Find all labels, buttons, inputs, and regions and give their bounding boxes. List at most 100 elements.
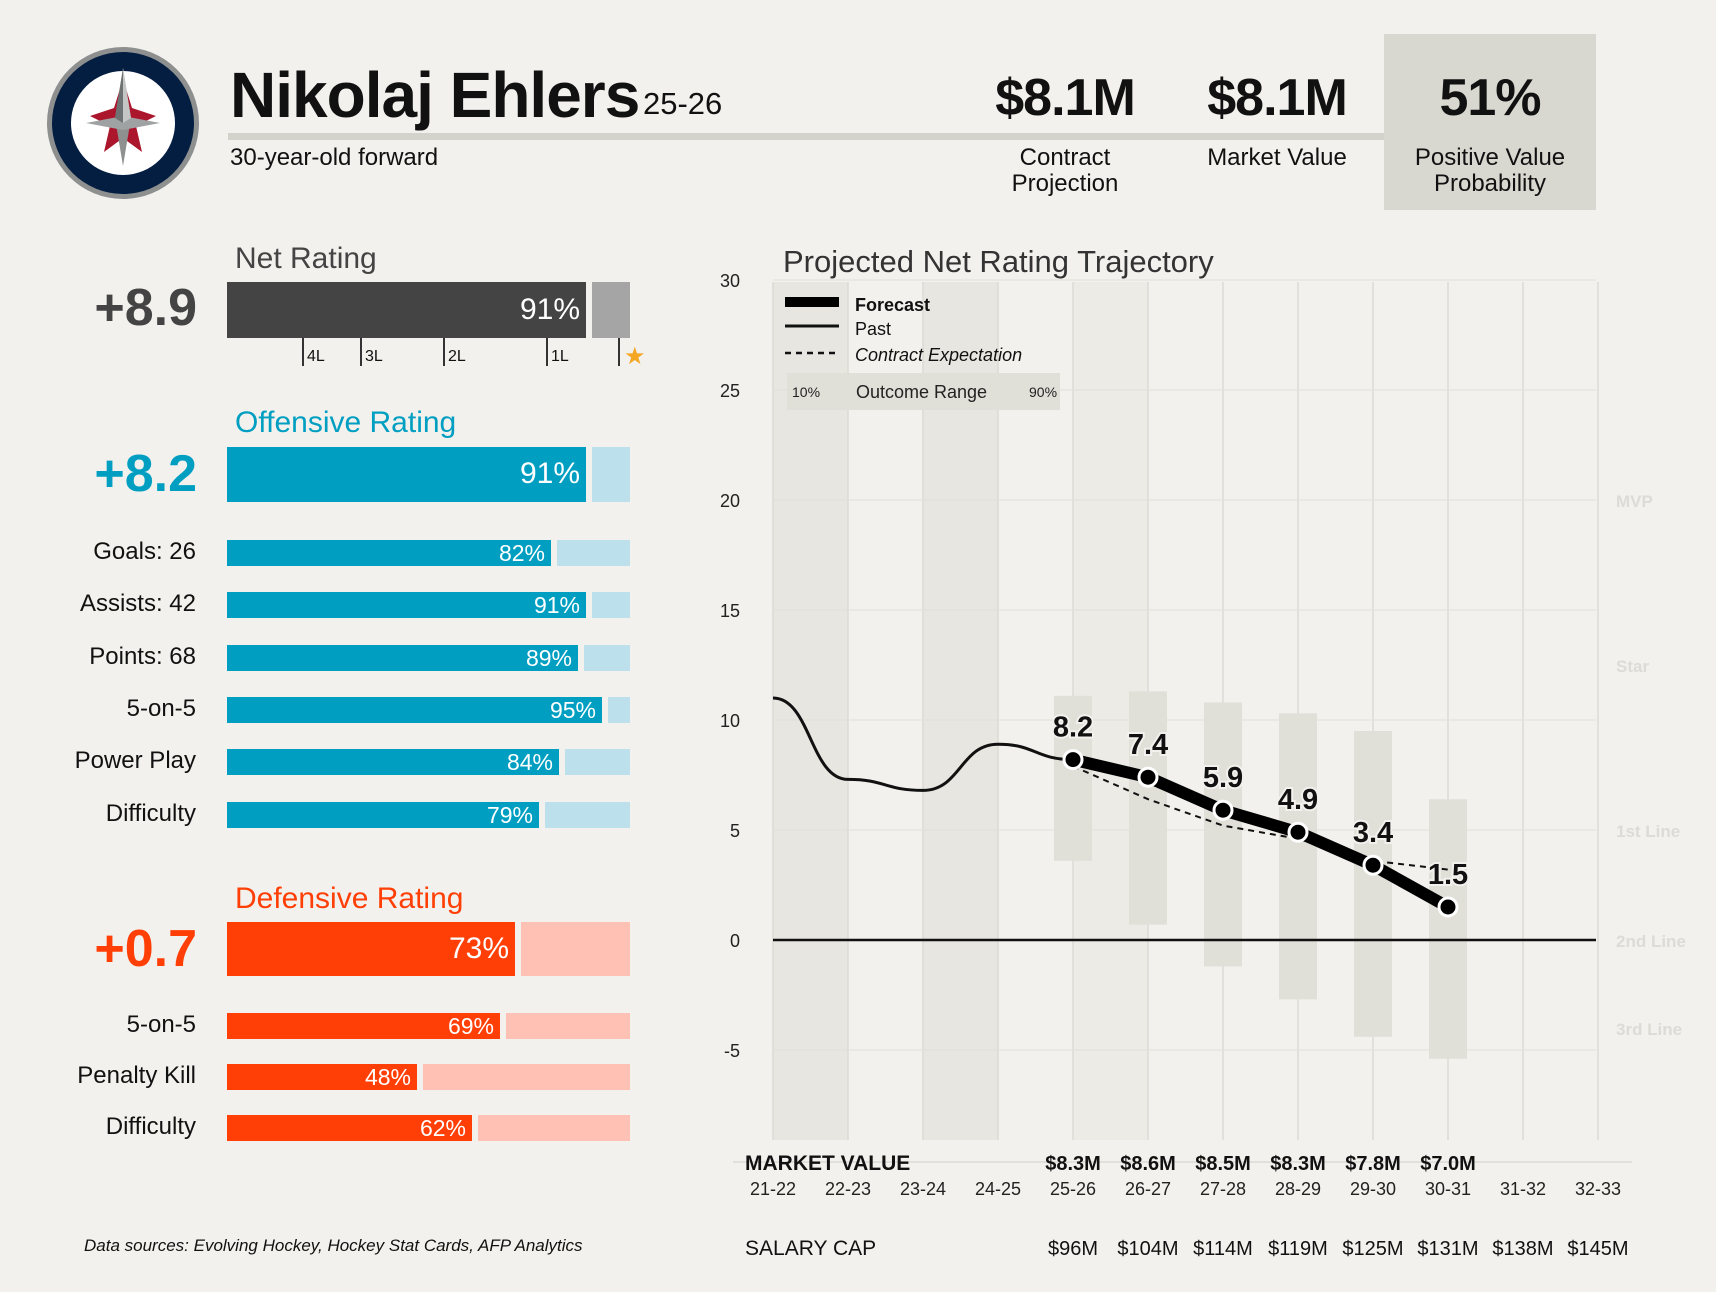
offensive-rating-bar: 91%: [227, 447, 630, 502]
defense-row-bar-percent: 69%: [447, 1013, 494, 1039]
x-tick-label: 31-32: [1500, 1179, 1546, 1199]
net-rating-bar-fill: [227, 282, 586, 338]
offense-row-bar-fill: [227, 592, 586, 618]
forecast-point-label: 4.9: [1278, 784, 1318, 816]
tier-label-2l: 2L: [448, 348, 466, 365]
contract-projection-value: $8.1M: [995, 69, 1136, 127]
offense-row-bar: 91%: [227, 592, 630, 618]
season-label: 25-26: [643, 86, 723, 121]
offense-row-bar-percent: 89%: [525, 645, 572, 671]
y-tick-label: 15: [720, 601, 740, 621]
x-tick-label: 32-33: [1575, 1179, 1621, 1199]
y-tick-label: 20: [720, 491, 740, 511]
outcome-range-bar: [1354, 731, 1392, 1037]
offensive-rating-bar-track: [592, 447, 630, 502]
defense-row-bar-fill: [227, 1013, 500, 1039]
offense-row-bar-track: [584, 645, 630, 671]
salary-cap-cell: $96M: [1048, 1238, 1098, 1260]
past-band: [773, 282, 848, 1140]
forecast-point: [1287, 821, 1309, 843]
contract-projection-label: Contract Projection: [1011, 144, 1119, 197]
tier-label: 3rd Line: [1616, 1020, 1682, 1039]
salary-cap-cell: $104M: [1117, 1238, 1178, 1260]
offense-row-bar: 89%: [227, 645, 630, 671]
forecast-point-label: 5.9: [1203, 762, 1243, 794]
x-tick-label: 21-22: [750, 1179, 796, 1199]
outcome-range-bar: [1054, 695, 1092, 861]
tier-label-3l: 3L: [365, 348, 383, 365]
defensive-rating-bar: 73%: [227, 922, 630, 976]
market-value-value: $8.1M: [1207, 69, 1348, 127]
forecast-point: [1212, 799, 1234, 821]
y-tick-label: 30: [720, 271, 740, 291]
tier-label: 2nd Line: [1616, 932, 1686, 951]
tier-label-1l: 1L: [551, 348, 569, 365]
positive-value-probability-value: 51%: [1439, 69, 1541, 127]
header-divider: [228, 133, 1388, 140]
x-tick-label: 30-31: [1425, 1179, 1471, 1199]
forecast-point: [1362, 854, 1384, 876]
defense-row-bar-track: [423, 1064, 630, 1090]
past-band: [923, 282, 998, 1140]
defense-row-bar-fill: [227, 1064, 417, 1090]
outcome-range-bar: [1429, 799, 1467, 1059]
forecast-point-label: 3.4: [1353, 817, 1393, 849]
offense-row-bar-fill: [227, 540, 551, 566]
offense-row-bar-fill: [227, 749, 559, 775]
offense-row-label: Assists: 42: [79, 590, 196, 617]
x-tick-label: 27-28: [1200, 1179, 1246, 1199]
defense-row-bar-fill: [227, 1115, 472, 1141]
market-value-cell: $7.8M: [1345, 1153, 1401, 1175]
tier-tick: [546, 338, 548, 366]
defense-row-label: Difficulty: [105, 1113, 196, 1140]
offense-row-bar: 82%: [227, 540, 630, 566]
positive-value-probability-label: Positive Value Probability: [1414, 144, 1566, 197]
tier-label: 1st Line: [1616, 822, 1680, 841]
defense-row-bar: 69%: [227, 1013, 630, 1039]
team-logo: [47, 47, 199, 199]
salary-cap-row-label: SALARY CAP: [745, 1237, 876, 1260]
outcome-range-bar: [1279, 713, 1317, 1000]
offense-row-bar-track: [565, 749, 630, 775]
tier-tick: [360, 338, 362, 366]
offense-row-label: Goals: 26: [93, 538, 196, 565]
tier-tick: [443, 338, 445, 366]
defense-row-bar: 62%: [227, 1115, 630, 1141]
defense-row-bar-percent: 48%: [364, 1064, 411, 1090]
tier-label-4l: 4L: [307, 348, 325, 365]
defense-row-bar-percent: 62%: [419, 1115, 466, 1141]
net-rating-bar-percent: 91%: [519, 293, 580, 326]
offense-row-bar-percent: 84%: [506, 749, 553, 775]
tier-tick: [302, 338, 304, 366]
forecast-point-label: 8.2: [1053, 712, 1093, 744]
legend-forecast-label: Forecast: [855, 295, 930, 315]
forecast-point: [1137, 766, 1159, 788]
defense-row-bar-track: [506, 1013, 630, 1039]
positive-value-box: [1384, 34, 1596, 210]
x-tick-label: 29-30: [1350, 1179, 1396, 1199]
defensive-rating-bar-fill: [227, 922, 515, 976]
y-tick-label: 0: [730, 931, 740, 951]
offense-row-label: Power Play: [74, 747, 196, 774]
offense-row-bar-fill: [227, 802, 539, 828]
x-tick-label: 23-24: [900, 1179, 946, 1199]
legend-past-label: Past: [855, 319, 891, 339]
offense-row-bar: 79%: [227, 802, 630, 828]
defensive-rating-title: Defensive Rating: [235, 882, 464, 915]
tier-label: Star: [1616, 657, 1649, 676]
defense-row-label: 5-on-5: [126, 1011, 196, 1038]
offense-row-bar-percent: 91%: [533, 592, 580, 618]
past-line: [772, 696, 1074, 792]
x-tick-label: 22-23: [825, 1179, 871, 1199]
net-rating-title: Net Rating: [235, 242, 377, 275]
salary-cap-cell: $145M: [1567, 1238, 1628, 1260]
y-tick-label: 5: [730, 821, 740, 841]
legend-forecast-swatch: [785, 297, 839, 307]
player-name: Nikolaj Ehlers: [230, 59, 640, 131]
offense-row-bar-percent: 82%: [498, 540, 545, 566]
x-tick-label: 24-25: [975, 1179, 1021, 1199]
forecast-point-label: 1.5: [1428, 859, 1468, 891]
offensive-rating-title: Offensive Rating: [235, 406, 457, 439]
x-tick-label: 25-26: [1050, 1179, 1096, 1199]
forecast-point: [1437, 896, 1459, 918]
